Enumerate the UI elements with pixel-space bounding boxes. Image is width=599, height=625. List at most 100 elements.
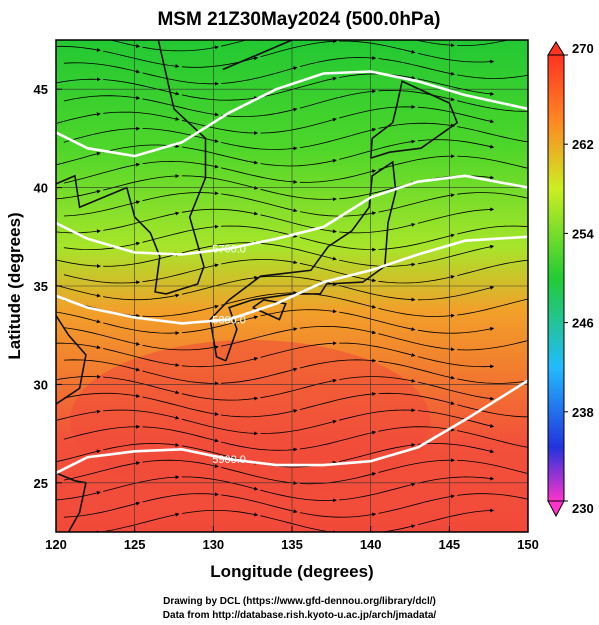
streamline [260,158,337,167]
streamline [378,360,455,380]
streamline [299,127,377,148]
streamline [339,104,416,119]
credit-drawing: Drawing by DCL (https://www.gfd-dennou.o… [163,596,436,607]
x-tick-label: 135 [281,537,303,552]
streamline [181,357,259,368]
x-tick-label: 150 [517,537,539,552]
streamline [221,225,298,238]
streamline [417,139,495,149]
streamline [378,426,455,432]
streamline [378,122,455,129]
streamline [457,126,528,143]
streamline [103,144,180,153]
streamline [260,489,337,503]
streamline [339,311,416,331]
streamline [63,461,141,481]
coastline [56,40,207,295]
streamline [103,174,180,191]
colorbar-tick-label: 254 [572,226,594,241]
streamline [181,315,259,334]
streamline [339,408,416,421]
streamline [378,275,455,284]
y-tick-label: 40 [34,181,48,196]
streamline [142,45,219,52]
streamline [457,430,528,448]
streamline [299,237,377,252]
coastline [56,315,87,405]
streamline [63,95,141,102]
streamline [299,169,377,183]
streamline [103,79,180,96]
streamline [457,459,528,475]
streamline [142,459,219,468]
streamline [339,443,416,462]
colorbar-top-arrow [547,41,565,56]
streamline [142,492,219,503]
streamline [142,191,219,202]
streamline [181,275,259,295]
streamline [56,77,101,84]
streamline [417,410,495,428]
streamline [56,374,101,381]
streamline [142,98,219,117]
streamline [299,89,377,109]
x-tick-label: 130 [202,537,224,552]
streamline [339,342,416,357]
streamline [56,259,101,269]
streamline [339,482,416,501]
streamline [299,472,377,485]
streamline [181,476,259,491]
streamline [417,244,495,265]
streamline [221,409,298,418]
streamline [339,285,416,302]
y-tick-label: 25 [34,476,48,491]
streamline [417,207,495,224]
coastline [209,160,397,362]
colorbar-ticks: 270 262 254 246 238 230 [564,41,594,516]
streamline [339,259,416,267]
streamline [417,52,495,64]
streamline [417,508,495,526]
streamline [260,378,337,399]
streamline [378,458,455,473]
streamline [103,50,180,69]
streamline [56,409,101,421]
streamline [299,262,377,283]
x-tick-label: 125 [124,537,146,552]
streamline [339,139,416,160]
streamline [221,367,298,384]
streamline [417,381,495,401]
streamline [417,476,495,484]
streamline [221,167,298,184]
streamline [379,524,416,532]
x-tick-label: 145 [438,537,460,552]
streamline [103,111,180,121]
streamline [56,342,101,350]
streamline [56,112,101,124]
streamline [142,263,219,283]
streamline [56,491,101,501]
streamline [260,117,337,134]
x-axis-ticks: 120 125 130 135 140 145 150 [45,526,539,552]
plot-area: 5700.0 5800.0 5900.0 [56,40,528,532]
streamline [181,418,259,436]
streamline [103,322,180,336]
streamline [457,155,528,169]
streamline [378,494,455,514]
streamline [457,340,528,351]
streamline [457,298,528,316]
streamline [299,512,377,518]
streamline [417,106,495,124]
streamline [221,66,298,84]
streamline [339,40,416,54]
streamline [142,72,219,86]
height-contour [56,379,528,475]
height-contour [56,235,528,325]
streamline [260,242,337,261]
y-tick-label: 35 [34,279,48,294]
streamline [457,40,510,46]
streamline [142,224,219,243]
streamline [299,325,377,335]
streamline [181,119,259,135]
streamline [417,326,495,334]
